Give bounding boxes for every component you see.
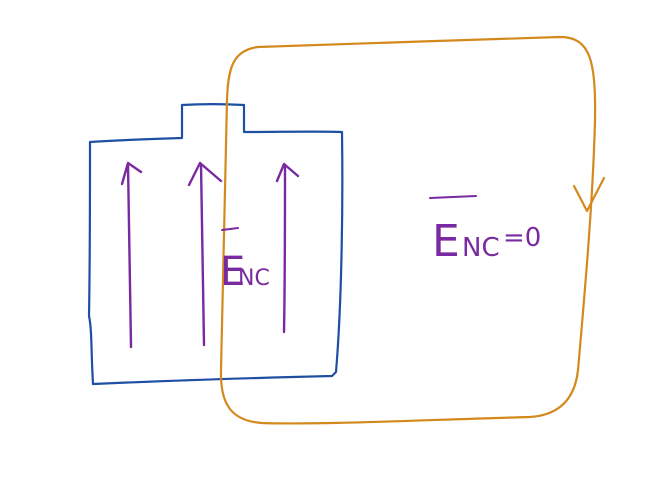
field-arrow-2-head	[187, 161, 223, 187]
field-arrows	[120, 161, 300, 349]
outside-field-subscript: NC	[462, 233, 500, 263]
field-arrow-3-head	[275, 162, 300, 183]
field-region-box	[87, 103, 344, 386]
inside-field-subscript: NC	[238, 266, 270, 291]
field-arrow-3	[282, 163, 287, 334]
loop-direction-arrow-icon	[572, 176, 606, 213]
inside-field-label: E NC	[220, 227, 270, 295]
inside-field-symbol: E	[220, 249, 245, 295]
amperian-loop	[219, 35, 597, 425]
inside-field-overbar	[221, 227, 239, 231]
outside-field-label: E NC =0	[429, 195, 541, 267]
outside-field-symbol: E	[432, 216, 460, 267]
field-arrow-1-head	[120, 161, 143, 186]
outside-field-equation: =0	[503, 223, 541, 253]
field-arrow-1	[126, 162, 133, 349]
field-arrow-2	[199, 162, 206, 347]
outside-field-overbar	[429, 195, 477, 199]
